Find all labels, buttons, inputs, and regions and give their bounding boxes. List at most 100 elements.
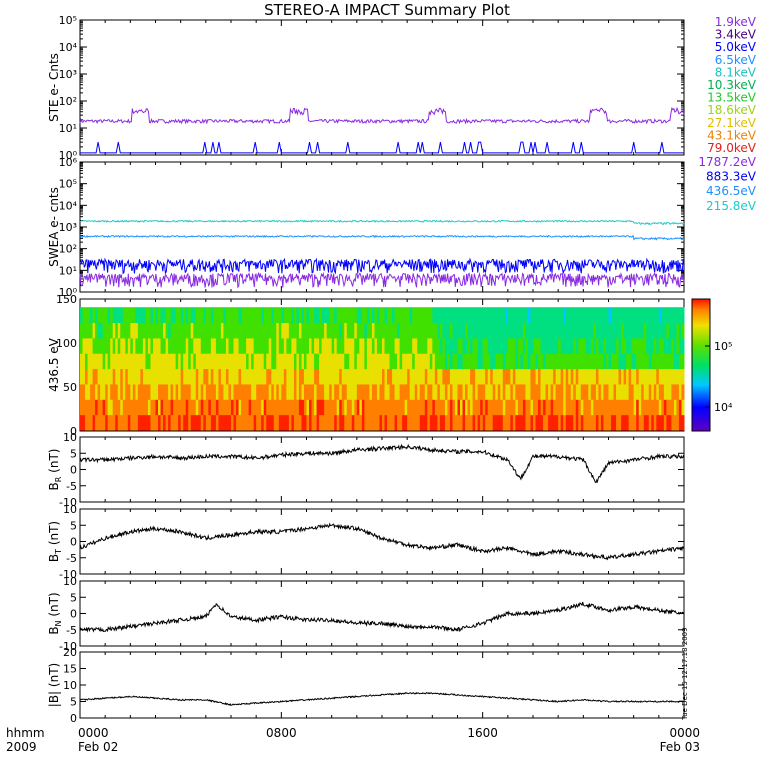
heatmap-cell: [548, 307, 552, 324]
heatmap-cell: [90, 307, 94, 324]
heatmap-cell: [520, 337, 524, 354]
heatmap-cell: [570, 414, 574, 431]
heatmap-cell: [442, 368, 446, 385]
heatmap-cell: [389, 322, 393, 339]
heatmap-cell: [638, 307, 642, 324]
heatmap-cell: [238, 414, 242, 431]
heatmap-cell: [87, 307, 91, 324]
heatmap-cell: [449, 337, 453, 354]
heatmap-cell: [374, 383, 378, 400]
heatmap-cell: [643, 383, 647, 400]
heatmap-cell: [580, 383, 584, 400]
heatmap-cell: [243, 414, 247, 431]
heatmap-cell: [427, 353, 431, 370]
heatmap-cell: [147, 307, 151, 324]
heatmap-cell: [673, 383, 677, 400]
legend-ste: 8.1keV: [715, 65, 757, 79]
heatmap-cell: [678, 414, 682, 431]
heatmap-cell: [412, 414, 416, 431]
heatmap-cell: [422, 399, 426, 416]
heatmap-cell: [354, 353, 358, 370]
heatmap-cell: [100, 383, 104, 400]
heatmap-cell: [241, 399, 245, 416]
heatmap-cell: [414, 307, 418, 324]
heatmap-cell: [535, 368, 539, 385]
heatmap-cell: [517, 383, 521, 400]
heatmap-cell: [530, 368, 534, 385]
heatmap-cell: [127, 337, 131, 354]
heatmap-cell: [356, 307, 360, 324]
heatmap-cell: [225, 399, 229, 416]
ytick-label: -10: [59, 568, 77, 581]
heatmap-cell: [127, 322, 131, 339]
heatmap-cell: [392, 322, 396, 339]
heatmap-cell: [158, 399, 162, 416]
heatmap-cell: [336, 383, 340, 400]
heatmap-cell: [449, 322, 453, 339]
heatmap-cell: [616, 353, 620, 370]
heatmap-cell: [100, 322, 104, 339]
heatmap-cell: [188, 399, 192, 416]
heatmap-cell: [208, 353, 212, 370]
heatmap-cell: [651, 353, 655, 370]
heatmap-cell: [243, 368, 247, 385]
heatmap-cell: [173, 337, 177, 354]
heatmap-cell: [112, 383, 116, 400]
heatmap-cell: [286, 322, 290, 339]
heatmap-cell: [283, 337, 287, 354]
heatmap-cell: [115, 322, 119, 339]
heatmap-cell: [379, 353, 383, 370]
heatmap-cell: [165, 368, 169, 385]
heatmap-cell: [387, 368, 391, 385]
heatmap-cell: [394, 383, 398, 400]
heatmap-cell: [132, 368, 136, 385]
heatmap-cell: [668, 399, 672, 416]
heatmap-cell: [266, 383, 270, 400]
heatmap-cell: [188, 307, 192, 324]
heatmap-cell: [404, 383, 408, 400]
heatmap-cell: [122, 414, 126, 431]
heatmap-cell: [575, 414, 579, 431]
heatmap-cell: [452, 399, 456, 416]
heatmap-cell: [218, 383, 222, 400]
heatmap-cell: [102, 353, 106, 370]
heatmap-cell: [215, 399, 219, 416]
heatmap-cell: [444, 383, 448, 400]
heatmap-cell: [203, 307, 207, 324]
heatmap-cell: [369, 399, 373, 416]
heatmap-cell: [150, 383, 154, 400]
heatmap-cell: [397, 399, 401, 416]
heatmap-cell: [465, 368, 469, 385]
heatmap-cell: [228, 399, 232, 416]
heatmap-cell: [658, 383, 662, 400]
heatmap-cell: [354, 322, 358, 339]
heatmap-cell: [598, 322, 602, 339]
heatmap-cell: [316, 307, 320, 324]
heatmap-cell: [605, 414, 609, 431]
ytick-label: 0: [70, 425, 77, 438]
heatmap-cell: [397, 337, 401, 354]
heatmap-cell: [271, 399, 275, 416]
heatmap-cell: [530, 383, 534, 400]
heatmap-cell: [517, 399, 521, 416]
heatmap-cell: [132, 307, 136, 324]
heatmap-cell: [444, 337, 448, 354]
heatmap-cell: [218, 368, 222, 385]
ytick-label: 10: [63, 679, 77, 692]
heatmap-cell: [122, 353, 126, 370]
series-line-BR: [79, 443, 685, 484]
heatmap-cell: [374, 399, 378, 416]
heatmap-cell: [336, 307, 340, 324]
heatmap-cell: [437, 399, 441, 416]
heatmap-cell: [268, 353, 272, 370]
heatmap-cell: [507, 368, 511, 385]
heatmap-cell: [608, 414, 612, 431]
heatmap-cell: [190, 337, 194, 354]
heatmap-cell: [266, 337, 270, 354]
heatmap-cell: [208, 399, 212, 416]
heatmap-cell: [517, 307, 521, 324]
heatmap-cell: [132, 353, 136, 370]
heatmap-cell: [457, 307, 461, 324]
heatmap-cell: [92, 368, 96, 385]
heatmap-cell: [384, 322, 388, 339]
